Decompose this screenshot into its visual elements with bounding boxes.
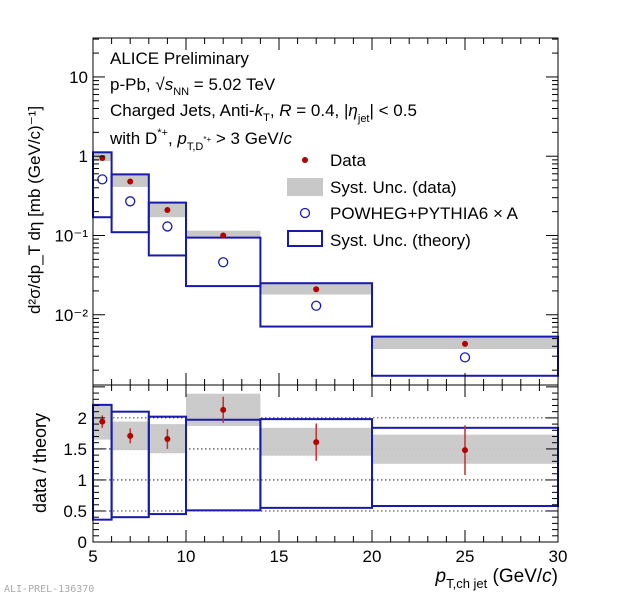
x-tick-label: 20 — [363, 547, 382, 566]
bottom-frame — [92, 384, 559, 543]
ratio-point — [164, 435, 171, 442]
theory-point — [162, 221, 173, 232]
syst-theory-box — [147, 201, 188, 257]
ratio-point — [220, 406, 227, 413]
legend-syst-data: Syst. Unc. (data) — [330, 178, 457, 197]
y-tick-label: 0.5 — [63, 502, 87, 521]
ratio-point — [99, 418, 106, 425]
y-tick-label: 1.5 — [63, 440, 87, 459]
x-axis-label: pT,ch jet (GeV/c) — [435, 566, 559, 591]
syst-theory-box — [259, 282, 373, 328]
legend-theory-marker — [299, 207, 311, 219]
y-tick-label: 1 — [79, 147, 88, 166]
title-line-3: Charged Jets, Anti-kT, R = 0.4, |ηjet| <… — [110, 101, 417, 125]
x-tick-label: 25 — [456, 547, 475, 566]
data-point — [220, 232, 227, 239]
y-tick-label: 10 — [69, 68, 88, 87]
y-axis-label-top: d²σ/dp_T dη [mb (GeV/c)⁻¹] — [25, 106, 44, 314]
legend-syst-theory-swatch — [287, 230, 323, 247]
syst-theory-box — [185, 236, 262, 288]
y-tick-label: 1 — [78, 471, 87, 490]
data-point — [462, 340, 468, 347]
theory-point — [459, 352, 471, 363]
theory-point — [218, 257, 229, 268]
data-point — [127, 178, 134, 185]
data-point — [164, 206, 171, 213]
title-line-2: p-Pb, √sNN = 5.02 TeV — [110, 75, 276, 98]
theory-point — [125, 196, 136, 207]
y-tick-label: 10⁻² — [54, 306, 88, 325]
syst-theory-box — [92, 151, 113, 219]
ratio-theory-box — [185, 418, 262, 512]
ratio-point — [462, 447, 468, 454]
x-tick-label: 15 — [270, 547, 289, 566]
theory-point — [97, 174, 108, 185]
x-tick-label: 5 — [88, 547, 97, 566]
legend-data-marker — [302, 157, 308, 163]
ratio-point — [313, 439, 320, 446]
y-tick-label: 2 — [78, 409, 87, 428]
data-point — [313, 286, 320, 293]
title-line-4: with D*+, pT,D*+ > 3 GeV/c — [109, 127, 292, 153]
legend-data: Data — [330, 151, 366, 170]
y-axis-label-bottom: data / theory — [30, 413, 50, 513]
theory-point — [311, 300, 322, 311]
x-tick-label: 10 — [177, 547, 196, 566]
legend-syst-theory: Syst. Unc. (theory) — [330, 231, 471, 250]
footer-id: ALI-PREL-136370 — [4, 584, 95, 595]
title-line-1: ALICE Preliminary — [110, 49, 249, 68]
ratio-point — [127, 432, 134, 439]
legend-theory: POWHEG+PYTHIA6 × A — [330, 204, 519, 223]
x-tick-label: 30 — [549, 547, 568, 566]
legend-syst-data-swatch — [287, 178, 323, 196]
y-tick-label: 10⁻¹ — [54, 226, 88, 245]
y-tick-label: 0 — [78, 533, 87, 552]
